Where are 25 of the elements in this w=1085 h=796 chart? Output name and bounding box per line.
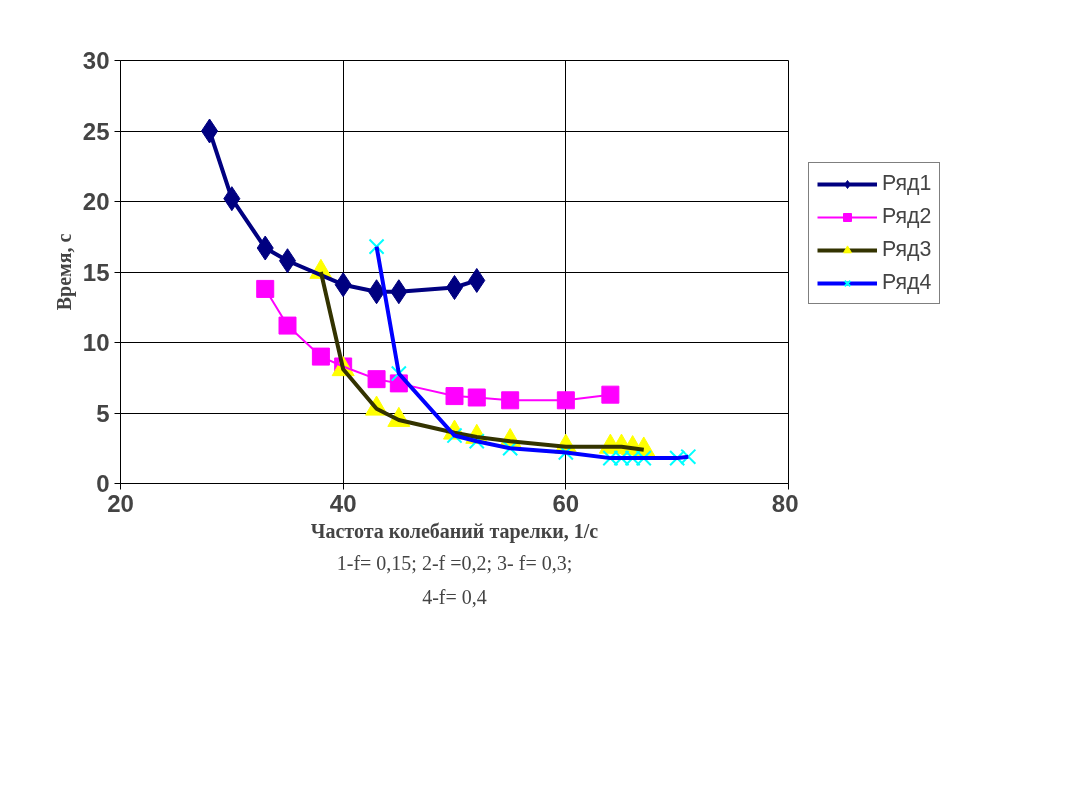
- point: [601, 385, 620, 404]
- point: [311, 347, 330, 366]
- y-tick-label: 25: [82, 117, 110, 145]
- y-tick-label: 5: [96, 399, 110, 427]
- legend-label: Ряд3: [882, 237, 932, 262]
- point: [445, 387, 464, 406]
- point: [256, 279, 275, 298]
- y-tick-label: 20: [82, 188, 110, 215]
- text: 1-f= 0,15; 2-f =0,2; 3- f= 0,3;: [336, 551, 573, 574]
- x-tick-label: 80: [771, 489, 799, 517]
- point: [467, 388, 486, 407]
- x-tick-label: 40: [329, 489, 357, 517]
- point: [367, 370, 386, 389]
- legend-label: Ряд2: [882, 204, 932, 229]
- y-tick-label: 15: [82, 258, 110, 286]
- legend-label: Ряд1: [882, 171, 932, 196]
- text: 4-f= 0,4: [422, 585, 487, 608]
- x-axis-title: Частота колебаний тарелки, 1/с: [310, 519, 599, 543]
- x-tick-label: 60: [552, 489, 580, 517]
- legend-label: Ряд4: [882, 270, 932, 295]
- point: [278, 316, 297, 335]
- y-tick-label: 30: [82, 47, 110, 74]
- y-tick-label: 10: [82, 329, 110, 356]
- y-axis-title: Время, с: [52, 233, 76, 311]
- y-tick-label: 0: [96, 470, 110, 497]
